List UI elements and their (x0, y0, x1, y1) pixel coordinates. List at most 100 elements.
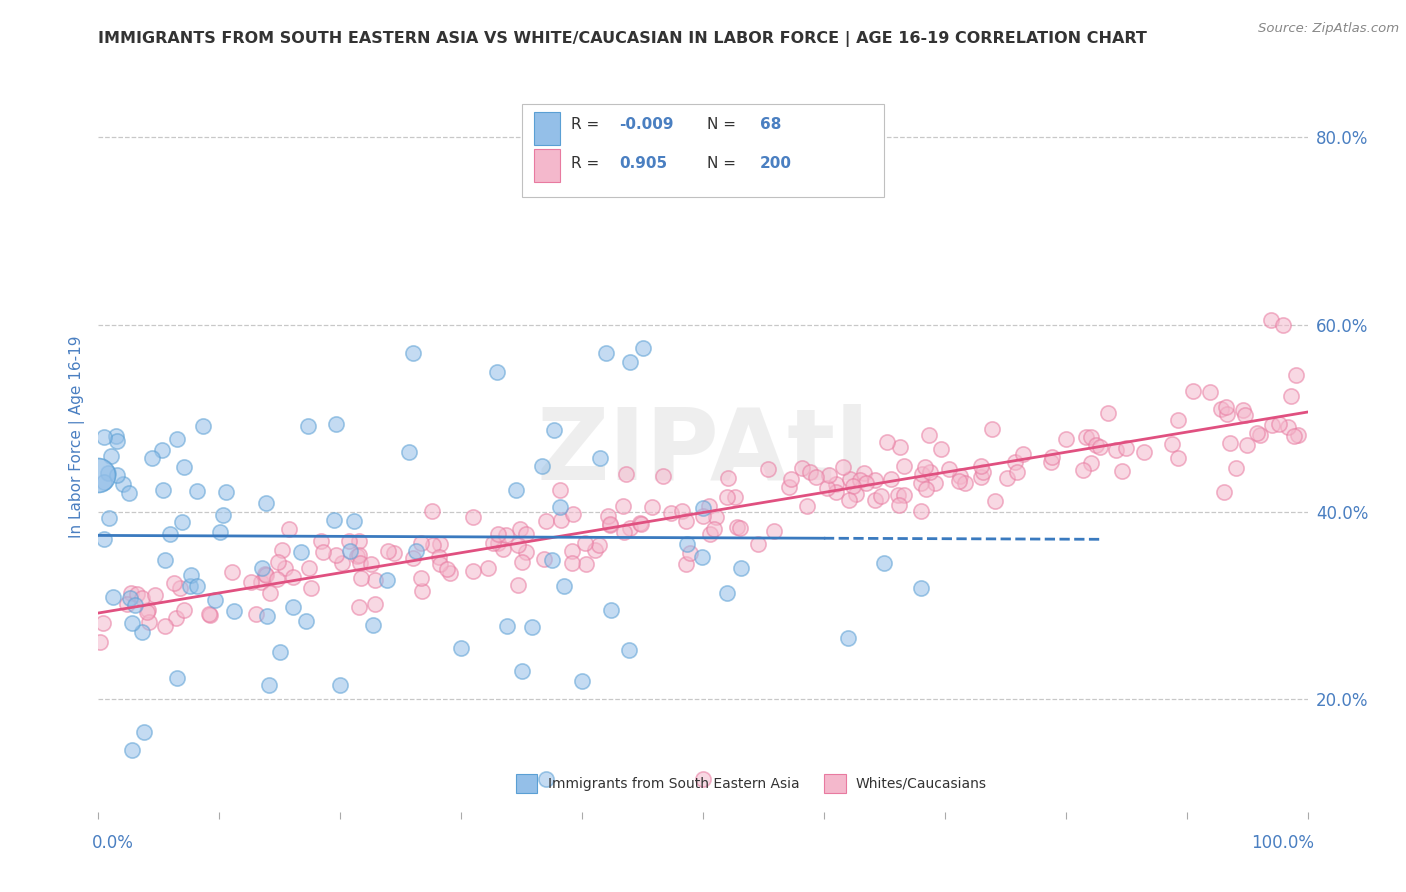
Point (1215, 401, 1237, 415)
Point (779, 472, 801, 486)
Point (984, 494, 1007, 508)
Point (259, 586, 281, 600)
Point (675, 514, 697, 528)
Point (817, 467, 839, 482)
Point (799, 465, 821, 479)
Point (1182, 384, 1205, 399)
Point (515, 545, 537, 559)
Point (411, 583, 433, 598)
Point (699, 527, 721, 541)
Point (509, 522, 531, 536)
Point (1115, 442, 1137, 456)
Point (651, 469, 673, 483)
Point (778, 480, 800, 494)
Point (692, 500, 714, 515)
Point (349, 548, 371, 562)
Point (337, 534, 360, 549)
Text: N =: N = (707, 156, 741, 171)
Point (339, 544, 361, 558)
Point (520, 620, 543, 634)
Point (839, 472, 862, 486)
Point (893, 488, 915, 502)
Point (93, 533, 115, 547)
Point (100, 449, 122, 463)
Point (837, 631, 859, 645)
Point (595, 345, 617, 359)
Point (103, 591, 125, 605)
Point (221, 565, 243, 579)
Point (159, 527, 181, 541)
Point (747, 537, 769, 551)
Text: Source: ZipAtlas.com: Source: ZipAtlas.com (1258, 22, 1399, 36)
Point (382, 546, 405, 560)
Point (89, 634, 111, 648)
Point (271, 542, 294, 557)
Text: R =: R = (571, 156, 605, 171)
Point (849, 473, 872, 487)
Point (1084, 438, 1107, 452)
Point (245, 607, 267, 621)
Point (299, 581, 322, 595)
Point (575, 557, 598, 571)
Point (1097, 406, 1119, 420)
Text: -0.009: -0.009 (620, 117, 673, 132)
Point (1236, 438, 1258, 452)
Point (1225, 460, 1247, 475)
Point (1071, 463, 1094, 477)
Text: Immigrants from South Eastern Asia: Immigrants from South Eastern Asia (548, 777, 800, 791)
Point (1286, 428, 1309, 442)
Point (98, 511, 121, 525)
Point (893, 458, 915, 473)
Point (873, 556, 896, 570)
Point (1080, 430, 1102, 444)
Point (981, 421, 1004, 435)
Point (155, 553, 177, 567)
Point (1272, 318, 1295, 332)
Point (277, 522, 299, 536)
Point (163, 575, 186, 590)
Point (309, 534, 332, 549)
Point (186, 578, 208, 592)
Point (533, 551, 555, 566)
Point (450, 640, 472, 655)
Point (186, 484, 208, 499)
Text: 68: 68 (759, 117, 782, 132)
Point (120, 586, 142, 600)
Point (165, 610, 187, 624)
Point (211, 508, 233, 522)
Point (1104, 443, 1126, 458)
Point (915, 482, 938, 496)
Point (486, 535, 509, 549)
Point (118, 486, 141, 500)
Point (486, 527, 509, 541)
Point (1161, 437, 1184, 451)
Point (254, 568, 277, 582)
Point (596, 508, 619, 523)
Point (136, 605, 159, 619)
Point (543, 423, 565, 437)
Point (436, 562, 458, 576)
Point (1004, 455, 1026, 469)
Point (1246, 426, 1268, 441)
Point (402, 550, 425, 565)
Point (1005, 465, 1028, 479)
Point (166, 671, 188, 685)
Point (548, 500, 571, 514)
Point (970, 470, 993, 484)
Point (550, 512, 572, 526)
Point (347, 534, 370, 549)
FancyBboxPatch shape (522, 103, 884, 197)
Point (697, 499, 720, 513)
Point (972, 466, 994, 480)
Point (105, 429, 128, 443)
Point (173, 603, 195, 617)
Bar (824, 774, 845, 793)
Point (257, 678, 280, 692)
Point (256, 609, 278, 624)
Point (600, 603, 623, 617)
Point (725, 520, 748, 534)
Point (1249, 428, 1271, 442)
Point (948, 475, 970, 489)
Point (619, 521, 641, 535)
Point (250, 560, 273, 574)
